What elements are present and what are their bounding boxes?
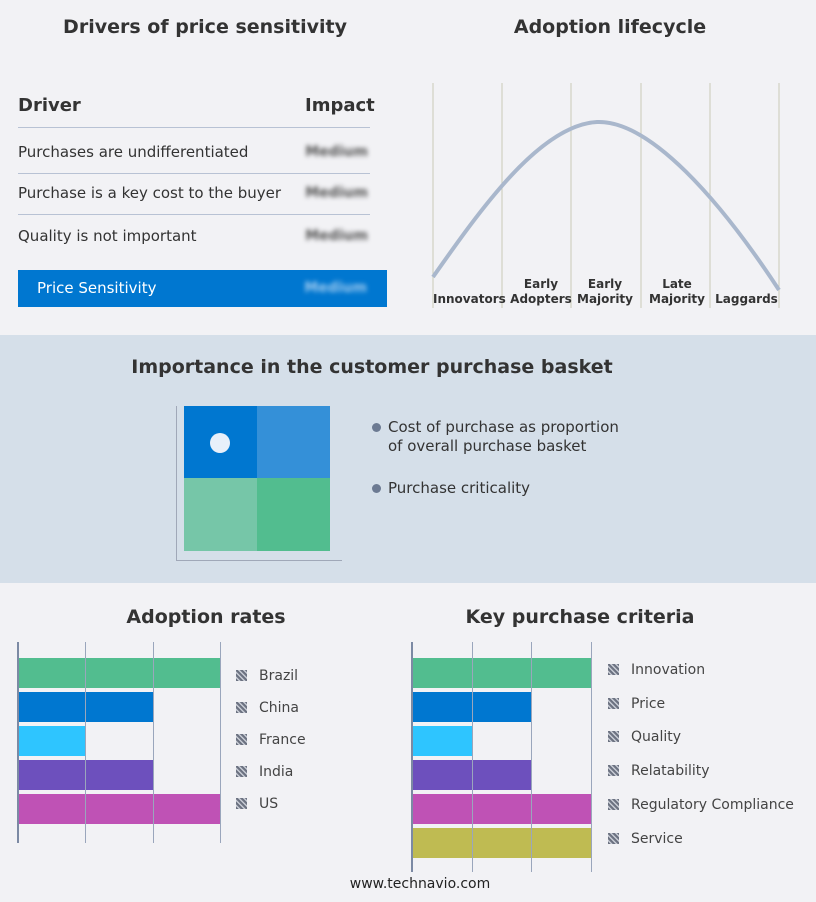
legend-swatch-icon: [608, 832, 619, 844]
lifecycle-chart: [431, 83, 781, 308]
driver-label: Purchases are undifferentiated: [18, 143, 249, 161]
legend-item: France: [236, 732, 306, 748]
basket-quadrant: [184, 478, 257, 551]
basket-x-axis: [176, 560, 342, 561]
legend-label: India: [259, 764, 294, 780]
driver-row: Purchases are undifferentiated Medium: [18, 131, 370, 174]
stage-label: Early Adopters: [510, 277, 572, 306]
basket-section: [0, 335, 816, 583]
adoption-curve: [431, 119, 781, 292]
stage-label: Innovators: [433, 292, 506, 306]
bar: [18, 726, 86, 756]
lifecycle-title: Adoption lifecycle: [513, 16, 707, 38]
gridline: [152, 642, 154, 843]
legend-label: Regulatory Compliance: [631, 796, 794, 813]
legend-swatch-icon: [236, 766, 247, 777]
kpc-title: Key purchase criteria: [465, 606, 695, 628]
driver-label: Quality is not important: [18, 227, 197, 245]
legend-swatch-icon: [608, 664, 619, 675]
legend-swatch-icon: [236, 734, 247, 745]
impact-header: Impact: [305, 95, 375, 116]
legend-label: Quality: [631, 729, 682, 746]
legend-item: Relatability: [608, 763, 710, 779]
driver-header: Driver: [18, 95, 81, 116]
legend-swatch-icon: [608, 731, 619, 743]
legend-label: Relatability: [631, 763, 710, 780]
gridline: [531, 642, 533, 872]
adoption-rates-title: Adoption rates: [126, 606, 286, 628]
basket-quadrant: [257, 478, 330, 551]
basket-title: Importance in the customer purchase bask…: [131, 356, 613, 378]
legend-item: Brazil: [236, 668, 298, 684]
basket-legend-item: Purchase criticality: [388, 479, 531, 497]
legend-label: Brazil: [259, 668, 299, 684]
stage-label: Early Majority: [577, 277, 633, 306]
legend-label: Service: [631, 830, 683, 847]
legend-item: Quality: [608, 729, 681, 745]
legend-swatch-icon: [608, 765, 619, 777]
legend-item: Regulatory Compliance: [608, 797, 794, 813]
legend-label: US: [259, 796, 279, 812]
legend-item: China: [236, 700, 299, 716]
legend-item: Service: [608, 831, 683, 847]
legend-item: Innovation: [608, 662, 705, 678]
legend-item: Price: [608, 696, 665, 712]
summary-label: Price Sensitivity: [37, 279, 157, 297]
legend-swatch-icon: [236, 670, 247, 681]
driver-row: Purchase is a key cost to the buyer Mediu…: [18, 172, 370, 215]
footer-url: www.technavio.com: [349, 876, 491, 892]
impact-value: Medium: [305, 228, 368, 244]
impact-value: Medium: [305, 185, 368, 201]
gridline: [591, 642, 592, 872]
stage-label: Late Majority: [649, 277, 705, 306]
legend-label: China: [259, 700, 299, 716]
summary-impact: Medium: [304, 280, 367, 296]
basket-legend-item: Cost of purchase as proportion of overal…: [388, 418, 619, 455]
y-axis: [411, 642, 413, 872]
basket-quadrant: [257, 406, 330, 478]
bar: [412, 658, 591, 688]
gridline: [85, 642, 87, 843]
bar: [412, 726, 472, 756]
legend-label: Price: [631, 695, 666, 712]
legend-item: US: [236, 796, 278, 812]
legend-label: Innovation: [631, 662, 706, 678]
y-axis: [17, 642, 19, 843]
legend-label: France: [259, 732, 306, 748]
position-marker: [210, 433, 230, 453]
legend-item: India: [236, 764, 293, 780]
bar: [412, 828, 591, 858]
bullet-icon: [372, 484, 381, 493]
bar: [18, 794, 220, 824]
bar: [412, 794, 591, 824]
bullet-icon: [372, 423, 381, 432]
stage-label: Laggards: [715, 292, 778, 306]
legend-swatch-icon: [236, 798, 247, 809]
legend-swatch-icon: [236, 702, 247, 713]
legend-swatch-icon: [608, 798, 619, 810]
bar: [18, 658, 220, 688]
price-sensitivity-summary: Price Sensitivity Medium: [18, 270, 387, 307]
gridline: [471, 642, 473, 872]
driver-label: Purchase is a key cost to the buyer: [18, 184, 282, 202]
header-divider: [18, 127, 370, 128]
legend-swatch-icon: [608, 697, 619, 709]
drivers-title: Drivers of price sensitivity: [63, 16, 347, 38]
driver-row: Quality is not important Medium: [18, 215, 370, 257]
gridline: [220, 642, 221, 843]
impact-value: Medium: [305, 144, 368, 160]
basket-y-axis: [176, 406, 177, 560]
